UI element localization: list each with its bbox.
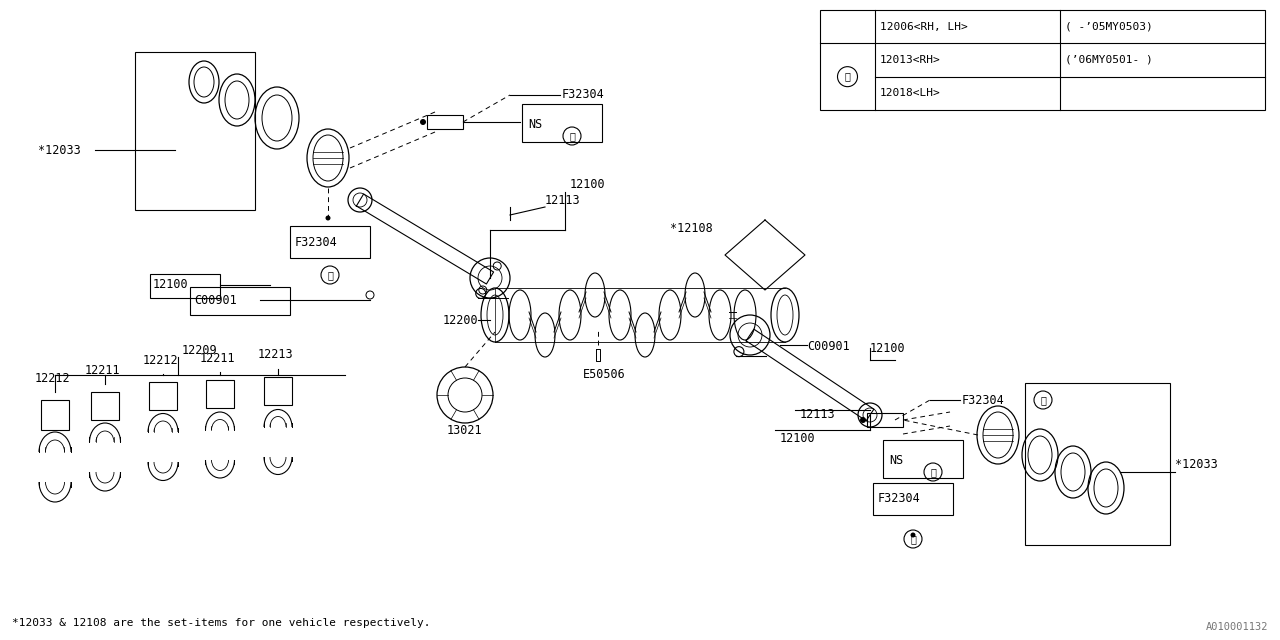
Text: 12211: 12211	[200, 351, 236, 365]
Bar	[41, 400, 69, 430]
Text: ( -’05MY0503): ( -’05MY0503)	[1065, 22, 1153, 31]
Bar	[873, 483, 954, 515]
Text: 12113: 12113	[545, 193, 581, 207]
Bar	[820, 10, 1265, 110]
Circle shape	[860, 417, 867, 423]
Text: 12018<LH>: 12018<LH>	[881, 88, 941, 99]
Text: (’06MY0501- ): (’06MY0501- )	[1065, 55, 1153, 65]
Text: *12033 & 12108 are the set-items for one vehicle respectively.: *12033 & 12108 are the set-items for one…	[12, 618, 430, 628]
Text: F32304: F32304	[963, 394, 1005, 406]
Text: E50506: E50506	[582, 369, 626, 381]
Text: 12100: 12100	[570, 179, 605, 191]
Text: 12212: 12212	[35, 371, 70, 385]
Bar	[148, 382, 177, 410]
Text: F32304: F32304	[878, 493, 920, 506]
Bar	[522, 104, 602, 142]
Bar	[291, 226, 370, 258]
Text: 13021: 13021	[447, 424, 483, 436]
Text: ①: ①	[910, 534, 916, 544]
Text: ①: ①	[845, 72, 850, 82]
Bar	[134, 52, 255, 210]
Text: *12033: *12033	[38, 143, 81, 157]
Text: 12200: 12200	[443, 314, 479, 326]
Text: ①: ①	[931, 467, 936, 477]
Text: F32304: F32304	[562, 88, 604, 102]
Text: NS: NS	[890, 454, 904, 467]
Text: ①: ①	[328, 270, 333, 280]
Bar	[91, 392, 119, 420]
Bar	[189, 287, 291, 315]
Circle shape	[420, 119, 426, 125]
Text: *12108: *12108	[669, 221, 713, 234]
Bar	[883, 440, 963, 478]
Bar	[1025, 383, 1170, 545]
Text: 12209: 12209	[182, 344, 218, 356]
Text: 12013<RH>: 12013<RH>	[881, 55, 941, 65]
Text: 12213: 12213	[259, 349, 293, 362]
Text: C00901: C00901	[195, 294, 237, 307]
Bar	[428, 115, 463, 129]
Text: 12006<RH, LH>: 12006<RH, LH>	[881, 22, 968, 31]
Bar	[150, 274, 220, 298]
Text: ①: ①	[570, 131, 575, 141]
Text: 12212: 12212	[143, 353, 179, 367]
Text: NS: NS	[529, 118, 543, 131]
Bar	[206, 380, 234, 408]
Text: 12113: 12113	[800, 408, 836, 422]
Text: A010001132: A010001132	[1206, 622, 1268, 632]
Text: F32304: F32304	[294, 236, 338, 248]
Text: 12100: 12100	[154, 278, 188, 291]
Bar	[264, 377, 292, 405]
Circle shape	[910, 532, 915, 538]
Text: 12100: 12100	[780, 431, 815, 445]
Text: 12211: 12211	[84, 364, 120, 376]
Circle shape	[325, 216, 330, 221]
Text: ①: ①	[1041, 395, 1046, 405]
Bar	[867, 413, 902, 427]
Text: 12100: 12100	[870, 342, 906, 355]
Text: C00901: C00901	[806, 340, 850, 353]
Text: *12033: *12033	[1175, 458, 1217, 472]
